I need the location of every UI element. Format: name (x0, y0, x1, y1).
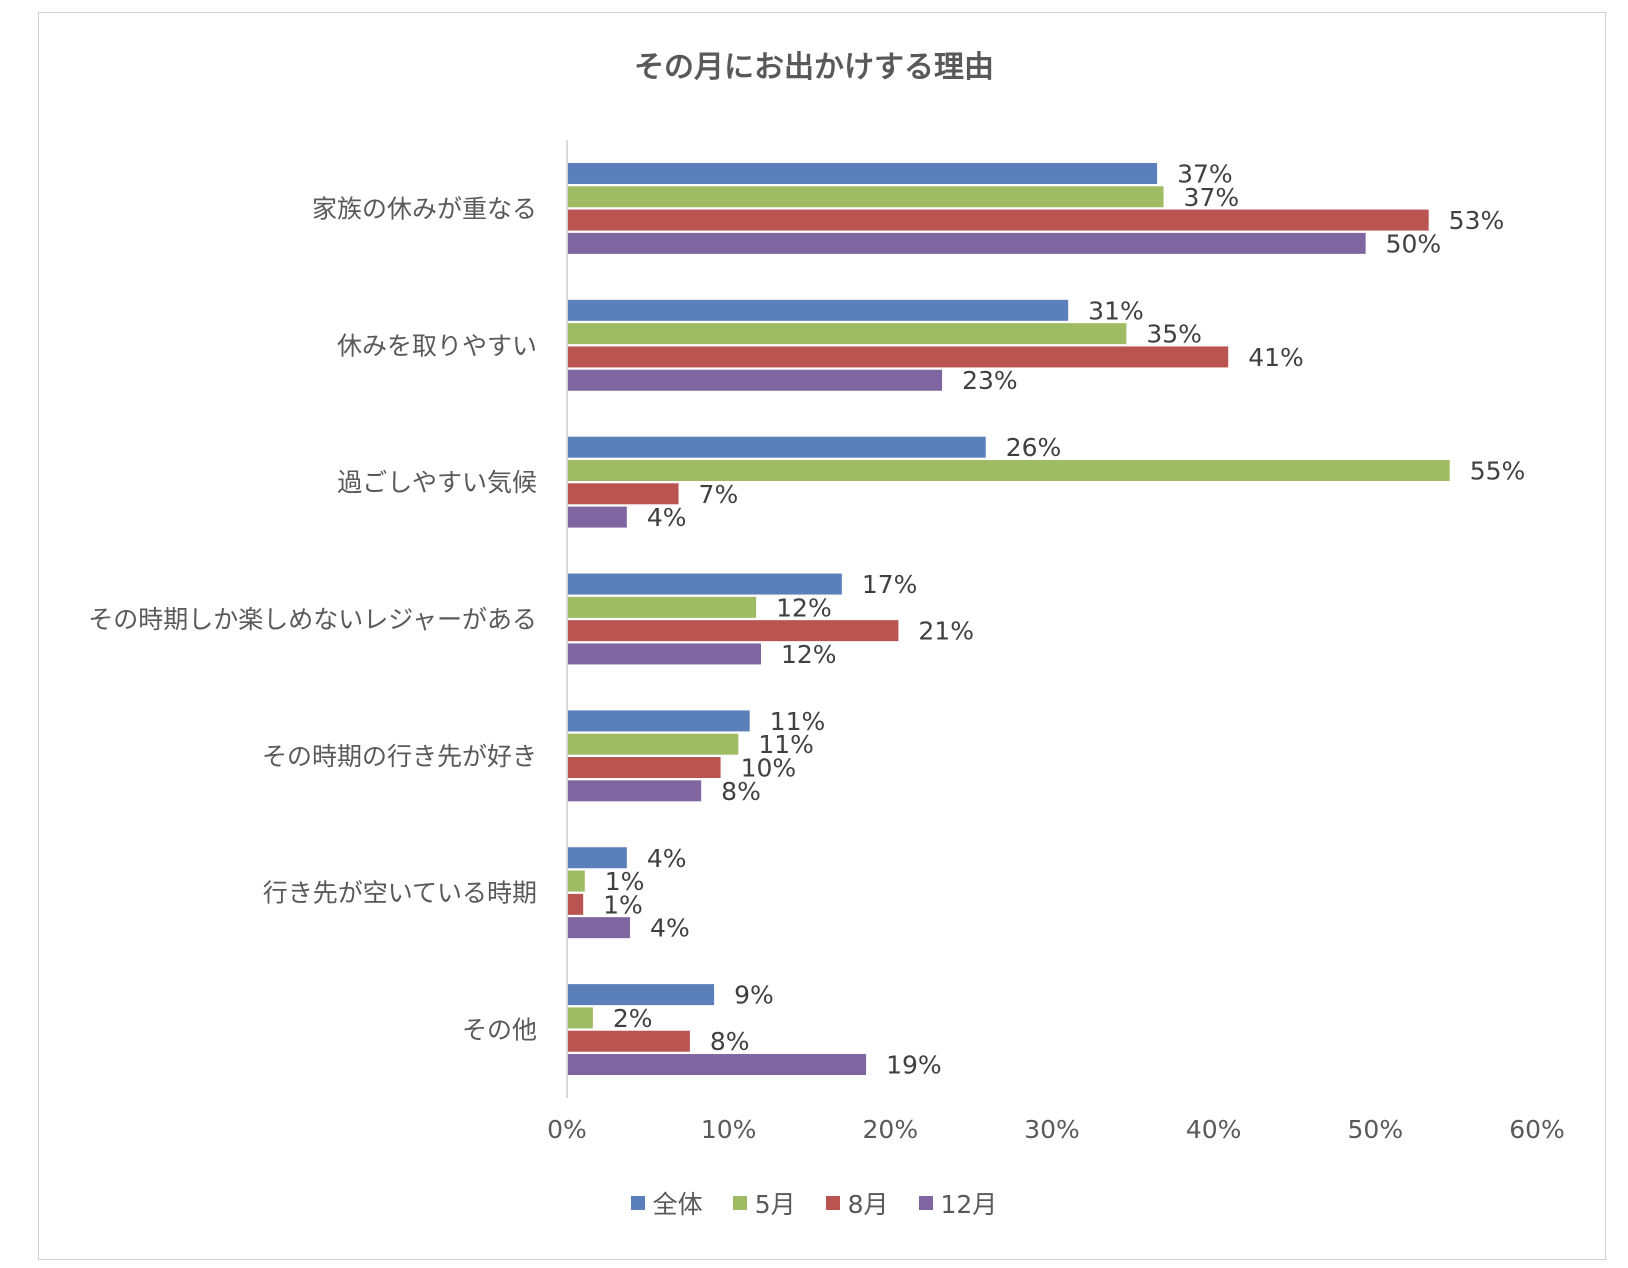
legend-swatch (732, 1196, 747, 1210)
x-tick-label: 20% (863, 1115, 919, 1144)
category-label: その時期の行き先が好き (262, 742, 537, 771)
data-label: 8% (721, 777, 761, 806)
bar (568, 232, 1366, 254)
legend-label: 12月 (940, 1190, 998, 1219)
bar (568, 984, 715, 1006)
data-label: 35% (1146, 320, 1202, 349)
category-label: 家族の休みが重なる (312, 194, 537, 223)
bar (568, 757, 721, 779)
data-label: 9% (734, 981, 774, 1010)
bar (568, 917, 631, 939)
bar (568, 483, 679, 505)
bar (568, 780, 702, 802)
bar (568, 870, 585, 892)
bar (568, 346, 1229, 368)
bar (568, 596, 757, 618)
legend-swatch (825, 1196, 840, 1210)
data-label: 2% (613, 1004, 653, 1033)
x-tick-label: 40% (1186, 1115, 1242, 1144)
bar (568, 733, 739, 755)
data-label: 12% (776, 593, 832, 622)
legend-item: 全体 (630, 1185, 703, 1221)
data-label: 10% (741, 754, 797, 783)
data-label: 19% (886, 1051, 942, 1080)
legend-label: 5月 (754, 1190, 796, 1219)
legend: 全体 5月 8月 12月 (0, 1185, 1628, 1221)
bar (568, 643, 761, 665)
bar (568, 369, 943, 391)
data-label: 4% (647, 844, 687, 873)
data-label: 8% (710, 1027, 750, 1056)
x-tick-label: 30% (1024, 1115, 1080, 1144)
x-tick-label: 10% (701, 1115, 757, 1144)
data-label: 26% (1006, 433, 1062, 462)
bar (568, 1007, 593, 1029)
bar (568, 573, 842, 595)
legend-label: 8月 (847, 1190, 889, 1219)
legend-item: 12月 (918, 1185, 998, 1221)
x-tick-label: 50% (1348, 1115, 1404, 1144)
data-label: 11% (758, 730, 814, 759)
bar (568, 506, 627, 528)
data-label: 53% (1449, 206, 1505, 235)
legend-label: 全体 (652, 1190, 703, 1219)
category-label: その他 (462, 1016, 537, 1045)
data-label: 4% (650, 914, 690, 943)
bar (568, 436, 986, 458)
data-label: 37% (1184, 183, 1240, 212)
bar (568, 323, 1127, 345)
x-tick-label: 60% (1509, 1115, 1565, 1144)
bar (568, 459, 1450, 481)
data-label: 31% (1088, 296, 1144, 325)
bar (568, 1030, 690, 1052)
category-label: 休みを取りやすい (337, 331, 537, 360)
data-label: 50% (1386, 229, 1442, 258)
chart-title: その月にお出かけする理由 (634, 50, 994, 85)
legend-item: 8月 (825, 1185, 889, 1221)
bar (568, 710, 750, 732)
bar (568, 186, 1164, 208)
data-label: 21% (918, 617, 974, 646)
category-label: 行き先が空いている時期 (263, 879, 537, 908)
legend-item: 5月 (732, 1185, 796, 1221)
bar (568, 620, 899, 642)
category-label: 過ごしやすい気候 (337, 468, 537, 497)
data-label: 37% (1177, 159, 1233, 188)
legend-swatch (918, 1196, 933, 1210)
data-label: 7% (699, 480, 739, 509)
data-label: 1% (603, 890, 643, 919)
bar (568, 299, 1069, 321)
data-label: 4% (647, 503, 687, 532)
bar (568, 209, 1429, 231)
bar (568, 893, 584, 915)
bar (568, 1054, 867, 1076)
category-label: その時期しか楽しめないレジャーがある (88, 605, 537, 634)
data-label: 12% (781, 640, 837, 669)
data-label: 55% (1470, 456, 1526, 485)
legend-swatch (630, 1196, 645, 1210)
bar (568, 847, 627, 869)
bar (568, 162, 1158, 184)
data-label: 41% (1248, 343, 1304, 372)
data-label: 17% (862, 570, 918, 599)
x-tick-label: 0% (547, 1115, 587, 1144)
data-label: 23% (962, 366, 1018, 395)
data-label: 11% (770, 707, 826, 736)
data-label: 1% (605, 867, 645, 896)
